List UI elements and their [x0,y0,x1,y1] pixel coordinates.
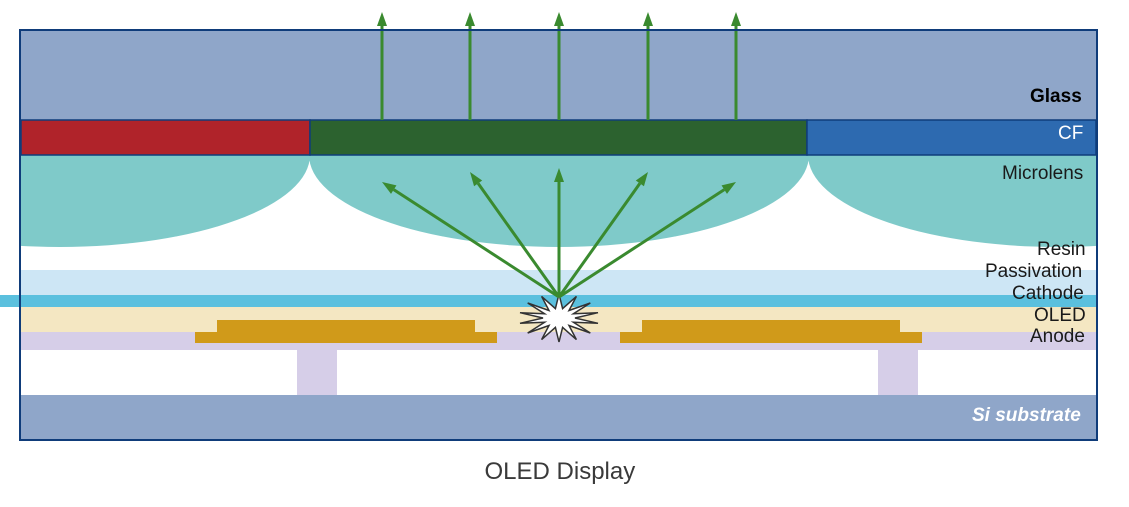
label-resin: Resin [1037,239,1086,261]
arrow-vertical-1-head [465,12,475,26]
anode-1 [620,320,922,343]
label-passivation: Passivation [985,261,1082,283]
arrow-vertical-2-head [554,12,564,26]
cathode-overhang [0,295,22,307]
label-anode: Anode [1030,326,1085,348]
pillar-1 [878,350,918,395]
pillar-0 [297,350,337,395]
cf-segment-0 [21,120,310,155]
layer-si-substrate [20,395,1097,439]
diagram-stage: GlassCFMicrolensResinPassivationCathodeO… [0,0,1129,507]
arrow-vertical-0-head [377,12,387,26]
arrow-vertical-4-head [731,12,741,26]
layer-gap [20,350,1097,395]
anode-0 [195,320,497,343]
arrow-vertical-3-head [643,12,653,26]
diagram-svg [0,0,1129,507]
label-oled: OLED [1034,305,1086,327]
label-si: Si substrate [972,405,1081,427]
label-glass: Glass [1030,86,1082,108]
diagram-caption: OLED Display [485,458,636,486]
label-cathode: Cathode [1012,283,1084,305]
label-microlens: Microlens [1002,163,1083,185]
cf-segment-2 [807,120,1096,155]
cf-segment-1 [310,120,807,155]
label-cf: CF [1058,123,1083,145]
